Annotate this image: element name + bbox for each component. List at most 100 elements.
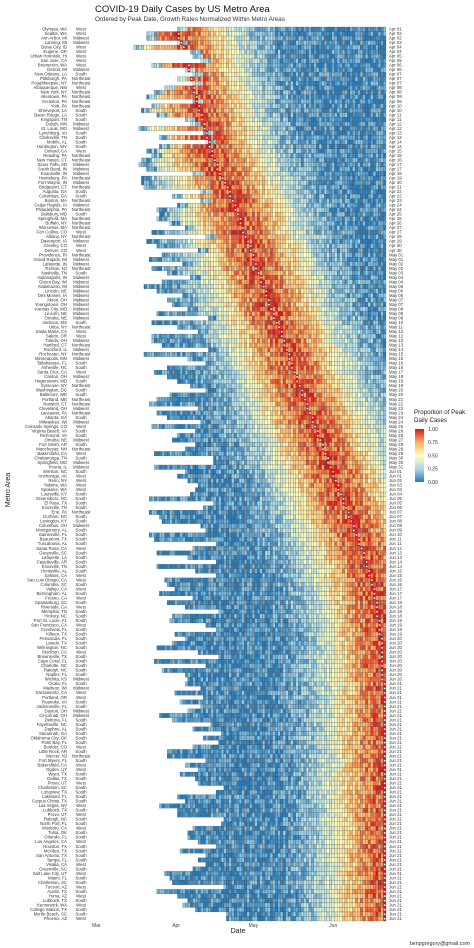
metro-label: Spokane, WA	[41, 487, 67, 492]
heatmap-cell	[221, 67, 224, 73]
heatmap-cell	[331, 234, 335, 240]
heatmap-cell	[262, 81, 266, 86]
heatmap-cell	[339, 266, 343, 271]
heatmap-cell	[367, 139, 371, 145]
heatmap-cell	[270, 135, 273, 140]
heatmap-cell	[357, 221, 361, 226]
heatmap-cell	[210, 117, 214, 122]
heatmap-cell	[367, 230, 371, 235]
heatmap-cell	[213, 184, 217, 190]
heatmap-cell	[151, 266, 155, 271]
heatmap-cell	[336, 130, 340, 136]
heatmap-cell	[339, 94, 343, 100]
heatmap-cell	[218, 148, 222, 154]
heatmap-cell	[349, 126, 353, 131]
heatmap-cell	[174, 90, 178, 95]
heatmap-cell	[228, 130, 232, 136]
heatmap-cell	[236, 90, 240, 95]
heatmap-cell	[365, 193, 369, 199]
heatmap-cell	[357, 72, 361, 77]
heatmap-cell	[383, 216, 387, 222]
heatmap-cell	[336, 117, 340, 122]
heatmap-cell	[365, 162, 369, 168]
heatmap-cell	[342, 117, 345, 122]
heatmap-cell	[148, 94, 152, 100]
heatmap-cell	[208, 40, 211, 46]
heatmap-cell	[208, 94, 211, 100]
heatmap-cell	[326, 230, 330, 235]
heatmap-cell	[375, 31, 379, 37]
heatmap-cell	[342, 202, 345, 208]
heatmap-cell	[313, 31, 317, 37]
heatmap-cell	[339, 85, 343, 91]
heatmap-cell	[318, 171, 322, 177]
heatmap-cell	[280, 184, 284, 190]
heatmap-cell	[267, 117, 271, 122]
heatmap-cell	[285, 76, 289, 82]
heatmap-cell	[169, 144, 173, 149]
heatmap-cell	[264, 162, 268, 168]
heatmap-cell	[367, 257, 371, 262]
metro-label: College Station, TX	[30, 907, 67, 912]
heatmap-cell	[244, 126, 248, 131]
heatmap-cell	[288, 99, 291, 104]
heatmap-cell	[331, 49, 335, 55]
heatmap-cell	[233, 54, 237, 59]
heatmap-cell	[221, 63, 224, 68]
heatmap-cell	[318, 90, 322, 95]
heatmap-cell	[331, 221, 335, 226]
heatmap-cell	[282, 239, 286, 244]
heatmap-cell	[383, 189, 387, 195]
metro-label: Lafayette, LA	[42, 555, 67, 560]
heatmap-cell	[311, 184, 314, 190]
heatmap-cell	[208, 166, 211, 172]
heatmap-cell	[339, 257, 343, 262]
heatmap-cell	[233, 58, 237, 64]
heatmap-cell	[316, 239, 320, 244]
heatmap-cell	[300, 58, 304, 64]
heatmap-cell	[141, 126, 145, 131]
heatmap-cell	[270, 121, 273, 127]
heatmap-cell	[218, 216, 222, 222]
heatmap-cell	[221, 58, 224, 64]
heatmap-cell	[311, 58, 314, 64]
heatmap-cell	[321, 184, 325, 190]
heatmap-cell	[270, 193, 273, 199]
heatmap-cell	[293, 63, 296, 68]
heatmap-cell	[272, 49, 276, 55]
heatmap-cell	[257, 162, 260, 168]
heatmap-cell	[192, 103, 196, 109]
heatmap-cell	[347, 153, 351, 159]
heatmap-cell	[174, 85, 178, 91]
heatmap-cell	[239, 72, 242, 77]
heatmap-cell	[347, 171, 351, 177]
heatmap-cell	[164, 212, 168, 217]
heatmap-cell	[362, 121, 366, 127]
heatmap-cell	[306, 139, 309, 145]
heatmap-cell	[326, 175, 330, 181]
heatmap-cell	[148, 162, 152, 168]
heatmap-cell	[239, 44, 242, 50]
heatmap-cell	[218, 44, 222, 50]
heatmap-cell	[228, 157, 232, 163]
heatmap-cell	[352, 112, 356, 118]
heatmap-cell	[367, 148, 371, 154]
heatmap-cell	[326, 184, 330, 190]
heatmap-cell	[259, 148, 263, 154]
heatmap-cell	[277, 175, 281, 181]
heatmap-cell	[185, 144, 188, 149]
heatmap-cell	[257, 67, 260, 73]
heatmap-cell	[277, 90, 281, 95]
heatmap-cell	[329, 234, 333, 240]
heatmap-cell	[311, 261, 314, 267]
heatmap-cell	[167, 144, 170, 149]
heatmap-cell	[370, 76, 374, 82]
heatmap-cell	[172, 266, 175, 271]
heatmap-cell	[221, 130, 224, 136]
heatmap-cell	[197, 171, 201, 177]
region-label: Midwest	[73, 261, 90, 266]
heatmap-cell	[285, 234, 289, 240]
heatmap-cell	[177, 148, 181, 154]
heatmap-cell	[347, 81, 351, 86]
heatmap-cell	[311, 153, 314, 159]
